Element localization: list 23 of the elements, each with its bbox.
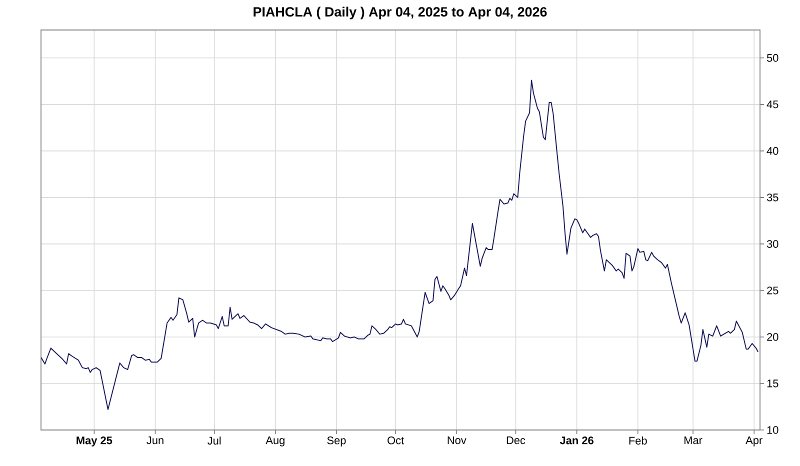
x-tick-label: May 25 xyxy=(76,436,112,446)
x-tick-label: Nov xyxy=(448,436,466,444)
y-tick-label: 20 xyxy=(767,333,778,341)
x-tick-label: Feb xyxy=(629,436,647,445)
x-tick-label: Mar xyxy=(684,436,702,444)
x-tick-label: Jan 26 xyxy=(560,436,594,444)
y-tick-label: 30 xyxy=(766,240,778,248)
x-tick-label: Jul xyxy=(208,436,221,445)
x-tick-label: Oct xyxy=(388,436,404,444)
y-tick-label: 40 xyxy=(766,147,778,155)
x-tick-label: Aug xyxy=(266,436,284,446)
y-tick-label: 15 xyxy=(767,380,778,388)
x-tick-label: Apr xyxy=(746,436,762,446)
x-tick-label: Jun xyxy=(146,436,164,444)
y-tick-label: 50 xyxy=(766,54,778,62)
y-tick-label: 25 xyxy=(767,286,778,294)
chart-title: PIAHCLA ( Daily ) Apr 04, 2025 to Apr 04, 2026 xyxy=(254,6,547,20)
y-tick-label: 35 xyxy=(766,194,778,202)
y-tick-label: 10 xyxy=(767,426,778,434)
x-tick-label: Sep xyxy=(327,436,346,446)
x-tick-label: Dec xyxy=(506,436,526,444)
y-tick-label: 45 xyxy=(766,100,778,108)
line-series xyxy=(41,80,759,410)
